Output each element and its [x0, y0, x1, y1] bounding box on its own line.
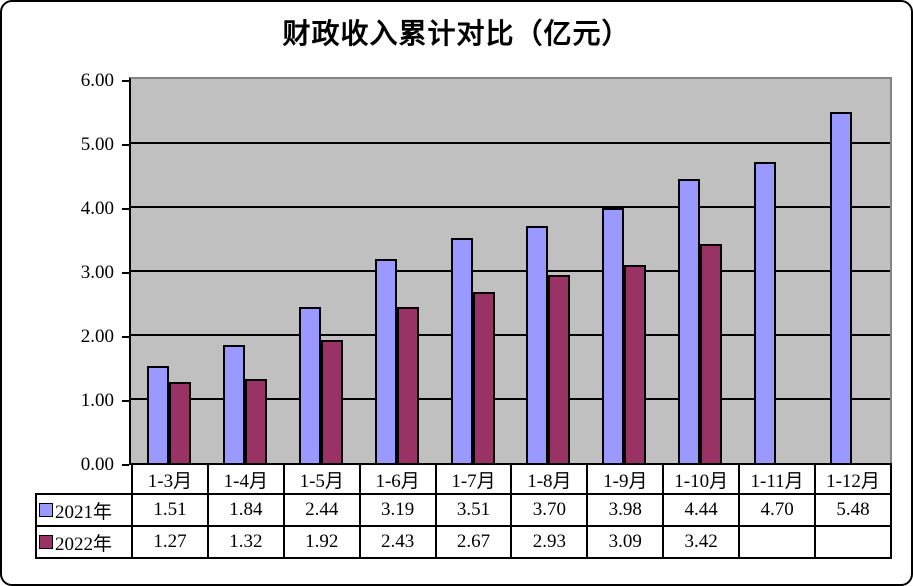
bar-2021年-1-12月 — [830, 112, 853, 463]
gridline-4 — [131, 206, 890, 208]
y-axis-label-4.00: 4.00 — [80, 198, 114, 219]
legend-key-icon-2022年 — [39, 535, 53, 549]
bar-2022年-1-3月 — [168, 382, 191, 463]
value-cell-2021年-1-8月: 3.70 — [510, 493, 589, 527]
value-cell-2022年-1-5月: 1.92 — [282, 525, 361, 559]
legend-label-2021年: 2021年 — [55, 501, 113, 523]
gridline-2 — [131, 334, 890, 336]
table-row-2021年: 2021年 1.51 1.84 2.44 3.19 3.51 3.70 3.98 4.44 4.7… — [35, 493, 892, 527]
y-axis-label-3.00: 3.00 — [80, 262, 114, 283]
chart-title: 财政收入累计对比（亿元） — [282, 19, 631, 50]
category-label-1-7月: 1-7月 — [434, 463, 513, 495]
value-cell-2021年-1-4月: 1.84 — [206, 493, 285, 527]
category-label-1-12月: 1-12月 — [814, 463, 892, 495]
bar-2021年-1-11月 — [754, 162, 777, 463]
bar-2021年-1-8月 — [526, 226, 549, 463]
legend-cell-2021年: 2021年 — [35, 493, 133, 527]
value-cell-2022年-1-12月 — [814, 525, 892, 559]
value-cell-2022年-1-11月 — [738, 525, 817, 559]
category-label-1-11月: 1-11月 — [738, 463, 817, 495]
gridline-5 — [131, 142, 890, 144]
bar-2022年-1-9月 — [624, 265, 647, 463]
bar-2021年-1-9月 — [602, 208, 625, 463]
bar-2021年-1-6月 — [374, 259, 397, 463]
value-cell-2022年-1-8月: 2.93 — [510, 525, 589, 559]
table-row-2022年: 2022年 1.27 1.32 1.92 2.43 2.67 2.93 3.09 3.42 — [35, 525, 892, 559]
value-cell-2021年-1-9月: 3.98 — [586, 493, 665, 527]
gridline-1 — [131, 398, 890, 400]
category-label-1-5月: 1-5月 — [282, 463, 361, 495]
table-corner-spacer — [36, 464, 132, 494]
y-axis-tick — [122, 400, 129, 402]
category-label-1-9月: 1-9月 — [586, 463, 665, 495]
y-axis-label-2.00: 2.00 — [80, 326, 114, 347]
bar-2022年-1-7月 — [472, 292, 495, 463]
bar-2022年-1-4月 — [244, 379, 267, 463]
legend-cell-2022年: 2022年 — [35, 525, 133, 559]
y-axis-tick — [122, 208, 129, 210]
category-label-1-10月: 1-10月 — [662, 463, 741, 495]
bar-2021年-1-7月 — [450, 238, 473, 463]
y-axis-tick — [122, 80, 129, 82]
data-table: 1-3月 1-4月 1-5月 1-6月 1-7月 1-8月 1-9月 1-10月 1-11月 1-… — [35, 463, 892, 559]
category-label-1-8月: 1-8月 — [510, 463, 589, 495]
value-cell-2022年-1-10月: 3.42 — [662, 525, 741, 559]
plot-area — [129, 77, 892, 465]
bar-2022年-1-6月 — [396, 307, 419, 463]
bar-2021年-1-10月 — [678, 179, 701, 463]
y-axis-tick — [122, 144, 129, 146]
value-cell-2022年-1-6月: 2.43 — [358, 525, 437, 559]
legend-label-2022年: 2022年 — [55, 533, 113, 555]
bar-2021年-1-5月 — [298, 307, 321, 463]
value-cell-2022年-1-7月: 2.67 — [434, 525, 513, 559]
value-cell-2022年-1-3月: 1.27 — [131, 525, 209, 559]
value-cell-2021年-1-5月: 2.44 — [282, 493, 361, 527]
gridline-3 — [131, 270, 890, 272]
y-axis-tick — [122, 464, 129, 466]
value-cell-2022年-1-9月: 3.09 — [586, 525, 665, 559]
category-label-1-4月: 1-4月 — [206, 463, 285, 495]
y-axis-label-6.00: 6.00 — [80, 70, 114, 91]
value-cell-2021年-1-10月: 4.44 — [662, 493, 741, 527]
y-axis-label-5.00: 5.00 — [80, 134, 114, 155]
value-cell-2021年-1-3月: 1.51 — [131, 493, 209, 527]
value-cell-2021年-1-11月: 4.70 — [738, 493, 817, 527]
legend-key-icon-2021年 — [39, 503, 53, 517]
bar-2022年-1-10月 — [700, 244, 723, 463]
y-axis-label-1.00: 1.00 — [80, 390, 114, 411]
y-axis-tick — [122, 272, 129, 274]
y-axis-label-0.00: 0.00 — [80, 454, 114, 475]
category-label-1-3月: 1-3月 — [131, 463, 209, 495]
bar-2022年-1-5月 — [320, 340, 343, 463]
bar-2021年-1-3月 — [146, 366, 169, 463]
category-label-1-6月: 1-6月 — [358, 463, 437, 495]
bar-2022年-1-8月 — [548, 275, 571, 463]
y-axis-tick — [122, 336, 129, 338]
bar-2021年-1-4月 — [222, 345, 245, 463]
value-cell-2022年-1-4月: 1.32 — [206, 525, 285, 559]
value-cell-2021年-1-12月: 5.48 — [814, 493, 892, 527]
value-cell-2021年-1-6月: 3.19 — [358, 493, 437, 527]
value-cell-2021年-1-7月: 3.51 — [434, 493, 513, 527]
